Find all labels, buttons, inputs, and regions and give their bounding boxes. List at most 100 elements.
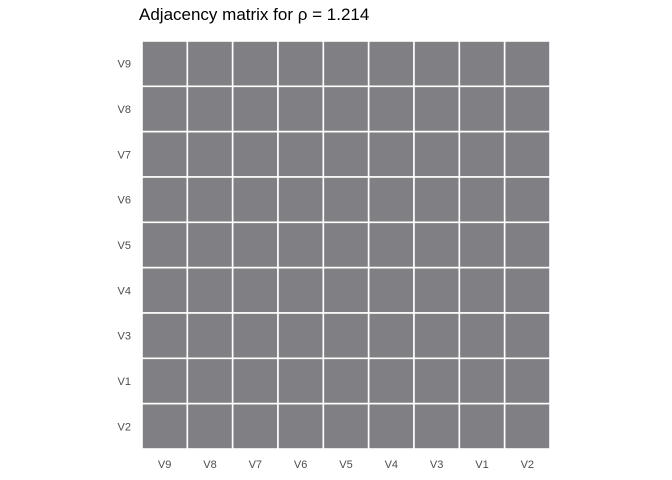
heatmap-cell-V1-V1: [458, 357, 506, 405]
y-tick-label: V2: [118, 421, 131, 433]
heatmap-cell-V3-V8: [186, 312, 234, 360]
heatmap-cell-V6-V8: [186, 176, 234, 224]
x-tick-label: V6: [294, 459, 307, 471]
heatmap-cell-V6-V1: [458, 176, 506, 224]
heatmap-cell-V6-V6: [277, 176, 325, 224]
y-tick-label: V1: [118, 376, 131, 388]
heatmap-cell-V2-V6: [277, 402, 325, 450]
heatmap-cell-V1-V2: [503, 357, 551, 405]
heatmap-cells: [141, 40, 551, 450]
heatmap-cell-V9-V7: [231, 40, 279, 88]
heatmap-cell-V8-V2: [503, 85, 551, 133]
heatmap-cell-V3-V6: [277, 312, 325, 360]
heatmap-cell-V1-V6: [277, 357, 325, 405]
heatmap-cell-V9-V4: [367, 40, 415, 88]
heatmap-cell-V6-V5: [322, 176, 370, 224]
y-axis-tick-labels: V9 V8 V7 V6 V5 V4 V3 V1 V2: [118, 59, 131, 434]
heatmap-cell-V2-V5: [322, 402, 370, 450]
x-tick-label: V3: [430, 459, 443, 471]
heatmap-cell-V6-V4: [367, 176, 415, 224]
heatmap-cell-V1-V7: [231, 357, 279, 405]
heatmap-cell-V4-V8: [186, 266, 234, 314]
heatmap-cell-V3-V1: [458, 312, 506, 360]
heatmap-cell-V2-V9: [141, 402, 189, 450]
heatmap-cell-V4-V7: [231, 266, 279, 314]
heatmap-cell-V8-V1: [458, 85, 506, 133]
x-tick-label: V1: [475, 459, 488, 471]
heatmap-cell-V1-V8: [186, 357, 234, 405]
x-axis-tick-labels: V9 V8 V7 V6 V5 V4 V3 V1 V2: [158, 459, 534, 471]
heatmap-cell-V5-V6: [277, 221, 325, 269]
heatmap-cell-V2-V2: [503, 402, 551, 450]
heatmap-cell-V1-V9: [141, 357, 189, 405]
heatmap-cell-V4-V1: [458, 266, 506, 314]
x-tick-label: V4: [385, 459, 398, 471]
y-tick-label: V4: [118, 285, 131, 297]
heatmap-cell-V7-V8: [186, 130, 234, 178]
heatmap-cell-V1-V5: [322, 357, 370, 405]
heatmap-cell-V5-V5: [322, 221, 370, 269]
heatmap-cell-V5-V8: [186, 221, 234, 269]
x-tick-label: V2: [521, 459, 534, 471]
heatmap-cell-V9-V5: [322, 40, 370, 88]
heatmap-cell-V4-V9: [141, 266, 189, 314]
heatmap-cell-V3-V7: [231, 312, 279, 360]
heatmap-cell-V7-V2: [503, 130, 551, 178]
heatmap-cell-V2-V1: [458, 402, 506, 450]
chart-title: Adjacency matrix for ρ = 1.214: [139, 5, 369, 24]
heatmap-cell-V3-V3: [413, 312, 461, 360]
heatmap-cell-V5-V9: [141, 221, 189, 269]
heatmap-cell-V8-V9: [141, 85, 189, 133]
heatmap-cell-V4-V6: [277, 266, 325, 314]
heatmap-cell-V9-V8: [186, 40, 234, 88]
y-tick-label: V5: [118, 240, 131, 252]
heatmap-cell-V8-V6: [277, 85, 325, 133]
x-tick-label: V7: [249, 459, 262, 471]
heatmap-cell-V9-V1: [458, 40, 506, 88]
heatmap-cell-V7-V9: [141, 130, 189, 178]
heatmap-cell-V4-V5: [322, 266, 370, 314]
heatmap-cell-V2-V3: [413, 402, 461, 450]
heatmap-cell-V9-V6: [277, 40, 325, 88]
heatmap-cell-V9-V9: [141, 40, 189, 88]
heatmap-cell-V7-V6: [277, 130, 325, 178]
heatmap-cell-V8-V7: [231, 85, 279, 133]
heatmap-cell-V5-V1: [458, 221, 506, 269]
heatmap-cell-V6-V2: [503, 176, 551, 224]
heatmap-cell-V6-V3: [413, 176, 461, 224]
heatmap-cell-V5-V3: [413, 221, 461, 269]
x-tick-label: V9: [158, 459, 171, 471]
heatmap-cell-V7-V4: [367, 130, 415, 178]
heatmap-cell-V5-V2: [503, 221, 551, 269]
y-tick-label: V9: [118, 59, 131, 71]
heatmap-cell-V9-V2: [503, 40, 551, 88]
heatmap-cell-V9-V3: [413, 40, 461, 88]
heatmap-cell-V4-V4: [367, 266, 415, 314]
heatmap-cell-V3-V4: [367, 312, 415, 360]
heatmap-cell-V2-V7: [231, 402, 279, 450]
heatmap-cell-V6-V9: [141, 176, 189, 224]
heatmap-cell-V5-V7: [231, 221, 279, 269]
heatmap-cell-V3-V2: [503, 312, 551, 360]
y-tick-label: V3: [118, 331, 131, 343]
heatmap-cell-V6-V7: [231, 176, 279, 224]
x-tick-label: V8: [203, 459, 216, 471]
y-tick-label: V6: [118, 195, 131, 207]
heatmap-cell-V4-V3: [413, 266, 461, 314]
heatmap-cell-V8-V8: [186, 85, 234, 133]
heatmap-cell-V3-V9: [141, 312, 189, 360]
y-tick-label: V7: [118, 149, 131, 161]
heatmap-cell-V4-V2: [503, 266, 551, 314]
heatmap-cell-V1-V4: [367, 357, 415, 405]
heatmap-cell-V2-V8: [186, 402, 234, 450]
heatmap-cell-V5-V4: [367, 221, 415, 269]
heatmap-cell-V7-V1: [458, 130, 506, 178]
y-tick-label: V8: [118, 104, 131, 116]
heatmap-cell-V8-V5: [322, 85, 370, 133]
x-tick-label: V5: [339, 459, 352, 471]
heatmap-cell-V3-V5: [322, 312, 370, 360]
heatmap-cell-V8-V3: [413, 85, 461, 133]
heatmap-cell-V7-V3: [413, 130, 461, 178]
heatmap-cell-V2-V4: [367, 402, 415, 450]
heatmap-cell-V7-V7: [231, 130, 279, 178]
